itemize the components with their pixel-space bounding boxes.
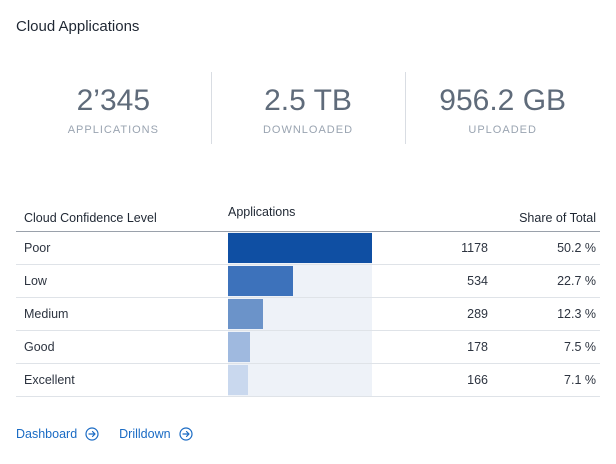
stat-label: UPLOADED bbox=[468, 124, 537, 136]
arrow-circle-right-icon bbox=[85, 427, 99, 441]
stat-downloaded: 2.5 TB DOWNLOADED bbox=[210, 72, 406, 144]
row-bar bbox=[228, 299, 264, 329]
row-share: 7.5 % bbox=[564, 340, 596, 354]
row-count: 166 bbox=[467, 373, 488, 387]
stat-applications: 2’345 APPLICATIONS bbox=[16, 72, 211, 144]
footer-links: Dashboard Drilldown bbox=[16, 427, 193, 441]
dashboard-link-label: Dashboard bbox=[16, 427, 78, 441]
bar-track bbox=[228, 232, 372, 264]
table-header: Cloud Confidence Level Applications Shar… bbox=[16, 205, 600, 232]
row-bar bbox=[228, 365, 249, 395]
stat-value: 2’345 bbox=[76, 84, 151, 117]
drilldown-link[interactable]: Drilldown bbox=[119, 427, 193, 441]
stat-value: 956.2 GB bbox=[439, 84, 567, 117]
row-share: 22.7 % bbox=[557, 274, 596, 288]
row-share: 7.1 % bbox=[564, 373, 596, 387]
row-count: 1178 bbox=[461, 241, 488, 255]
table-row[interactable]: Low 534 22.7 % bbox=[16, 265, 600, 298]
row-count: 289 bbox=[467, 307, 488, 321]
bar-track bbox=[228, 265, 372, 297]
row-count: 534 bbox=[467, 274, 488, 288]
row-bar bbox=[228, 266, 294, 296]
row-bar bbox=[228, 233, 372, 263]
row-bar bbox=[228, 332, 250, 362]
header-confidence-level: Cloud Confidence Level bbox=[24, 211, 157, 225]
table-row[interactable]: Medium 289 12.3 % bbox=[16, 298, 600, 331]
row-level: Excellent bbox=[24, 373, 75, 387]
stat-uploaded: 956.2 GB UPLOADED bbox=[405, 72, 600, 144]
widget-title: Cloud Applications bbox=[16, 18, 140, 35]
row-level: Poor bbox=[24, 241, 51, 255]
row-count: 178 bbox=[467, 340, 488, 354]
row-level: Low bbox=[24, 274, 47, 288]
stat-label: APPLICATIONS bbox=[67, 124, 159, 136]
row-share: 50.2 % bbox=[557, 241, 596, 255]
bar-track bbox=[228, 298, 372, 330]
stat-label: DOWNLOADED bbox=[262, 124, 354, 136]
row-level: Medium bbox=[24, 307, 69, 321]
confidence-table: Cloud Confidence Level Applications Shar… bbox=[16, 205, 600, 397]
arrow-circle-right-icon bbox=[178, 427, 193, 441]
row-share: 12.3 % bbox=[557, 307, 596, 321]
dashboard-link[interactable]: Dashboard bbox=[16, 427, 99, 441]
table-row[interactable]: Poor 1178 50.2 % bbox=[16, 232, 600, 265]
bar-track bbox=[228, 364, 372, 396]
header-applications: Applications bbox=[228, 205, 296, 219]
bar-track bbox=[228, 331, 372, 363]
table-row[interactable]: Good 178 7.5 % bbox=[16, 331, 600, 364]
header-share: Share of Total bbox=[519, 211, 596, 225]
stats-summary: 2’345 APPLICATIONS 2.5 TB DOWNLOADED 956… bbox=[16, 72, 600, 144]
stat-value: 2.5 TB bbox=[264, 84, 352, 117]
drilldown-link-label: Drilldown bbox=[119, 427, 171, 441]
table-row[interactable]: Excellent 166 7.1 % bbox=[16, 364, 600, 397]
row-level: Good bbox=[24, 340, 55, 354]
